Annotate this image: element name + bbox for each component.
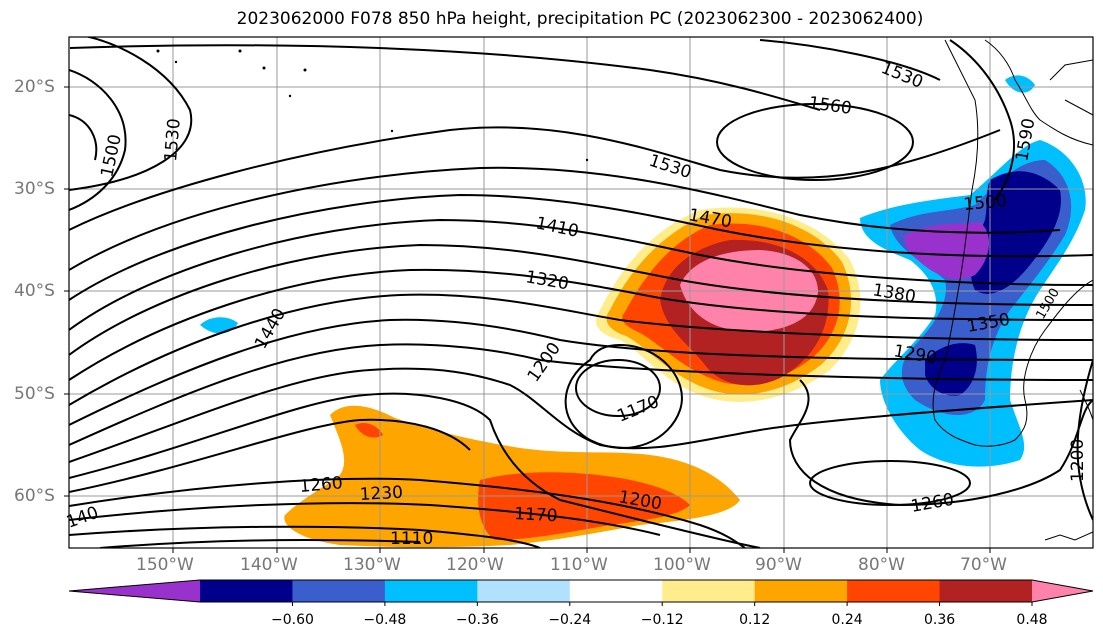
- lon-label: 70°W: [960, 555, 1007, 575]
- lat-label: 20°S: [14, 77, 55, 97]
- contour-label: 1230: [359, 483, 403, 505]
- islands: [156, 49, 589, 162]
- lat-label: 40°S: [14, 281, 55, 301]
- contour-label: 1200: [1068, 439, 1088, 482]
- lat-label: 60°S: [14, 486, 55, 506]
- colorbar: [68, 579, 1094, 606]
- contour-label: 1170: [514, 504, 558, 526]
- lat-label: 50°S: [14, 384, 55, 404]
- colorbar-extend-high: [1032, 580, 1093, 602]
- colorbar-segment: [662, 580, 756, 602]
- contour-label: 1500: [963, 191, 1008, 215]
- lon-label: 90°W: [755, 555, 802, 575]
- colorbar-segment: [200, 580, 293, 602]
- lon-label: 150°W: [136, 555, 194, 575]
- colorbar-outline: [68, 579, 1094, 603]
- contour-label: 1110: [390, 529, 433, 549]
- lon-label: 140°W: [240, 555, 298, 575]
- contour-label: 1530: [161, 118, 185, 163]
- colorbar-segment: [384, 580, 478, 602]
- axis-ticks: [64, 86, 991, 553]
- colorbar-segment: [569, 580, 663, 602]
- height-contours: [69, 37, 1093, 548]
- colorbar-tick-label: 0.12: [739, 612, 771, 628]
- colorbar-segment: [939, 580, 1033, 602]
- colorbar-segment: [847, 580, 941, 602]
- colorbar-tick-label: 0.48: [1016, 612, 1048, 628]
- lon-label: 80°W: [858, 555, 905, 575]
- colorbar-tick-label: 0.24: [831, 612, 863, 628]
- colorbar-tick-label: −0.48: [363, 612, 407, 628]
- gridlines: [69, 37, 1093, 548]
- colorbar-tick-label: −0.60: [270, 612, 314, 628]
- lon-label: 130°W: [343, 555, 401, 575]
- map-frame: [68, 36, 1094, 549]
- colorbar-extend-low: [69, 580, 200, 602]
- map-title: 2023062000 F078 850 hPa height, precipit…: [236, 9, 924, 29]
- colorbar-tick-label: 0.36: [923, 612, 956, 628]
- colorbar-segment: [754, 580, 848, 602]
- colorbar-tick-label: −0.36: [455, 612, 499, 628]
- colorbar-segment: [477, 580, 571, 602]
- lon-label: 120°W: [446, 555, 504, 575]
- colorbar-segment: [292, 580, 386, 602]
- contour-label: 1260: [299, 473, 344, 497]
- colorbar-tick-label: −0.12: [640, 612, 684, 628]
- lon-label: 110°W: [550, 555, 608, 575]
- colorbar-tick-label: −0.24: [548, 612, 592, 628]
- lon-label: 100°W: [653, 555, 711, 575]
- lat-label: 30°S: [14, 179, 55, 199]
